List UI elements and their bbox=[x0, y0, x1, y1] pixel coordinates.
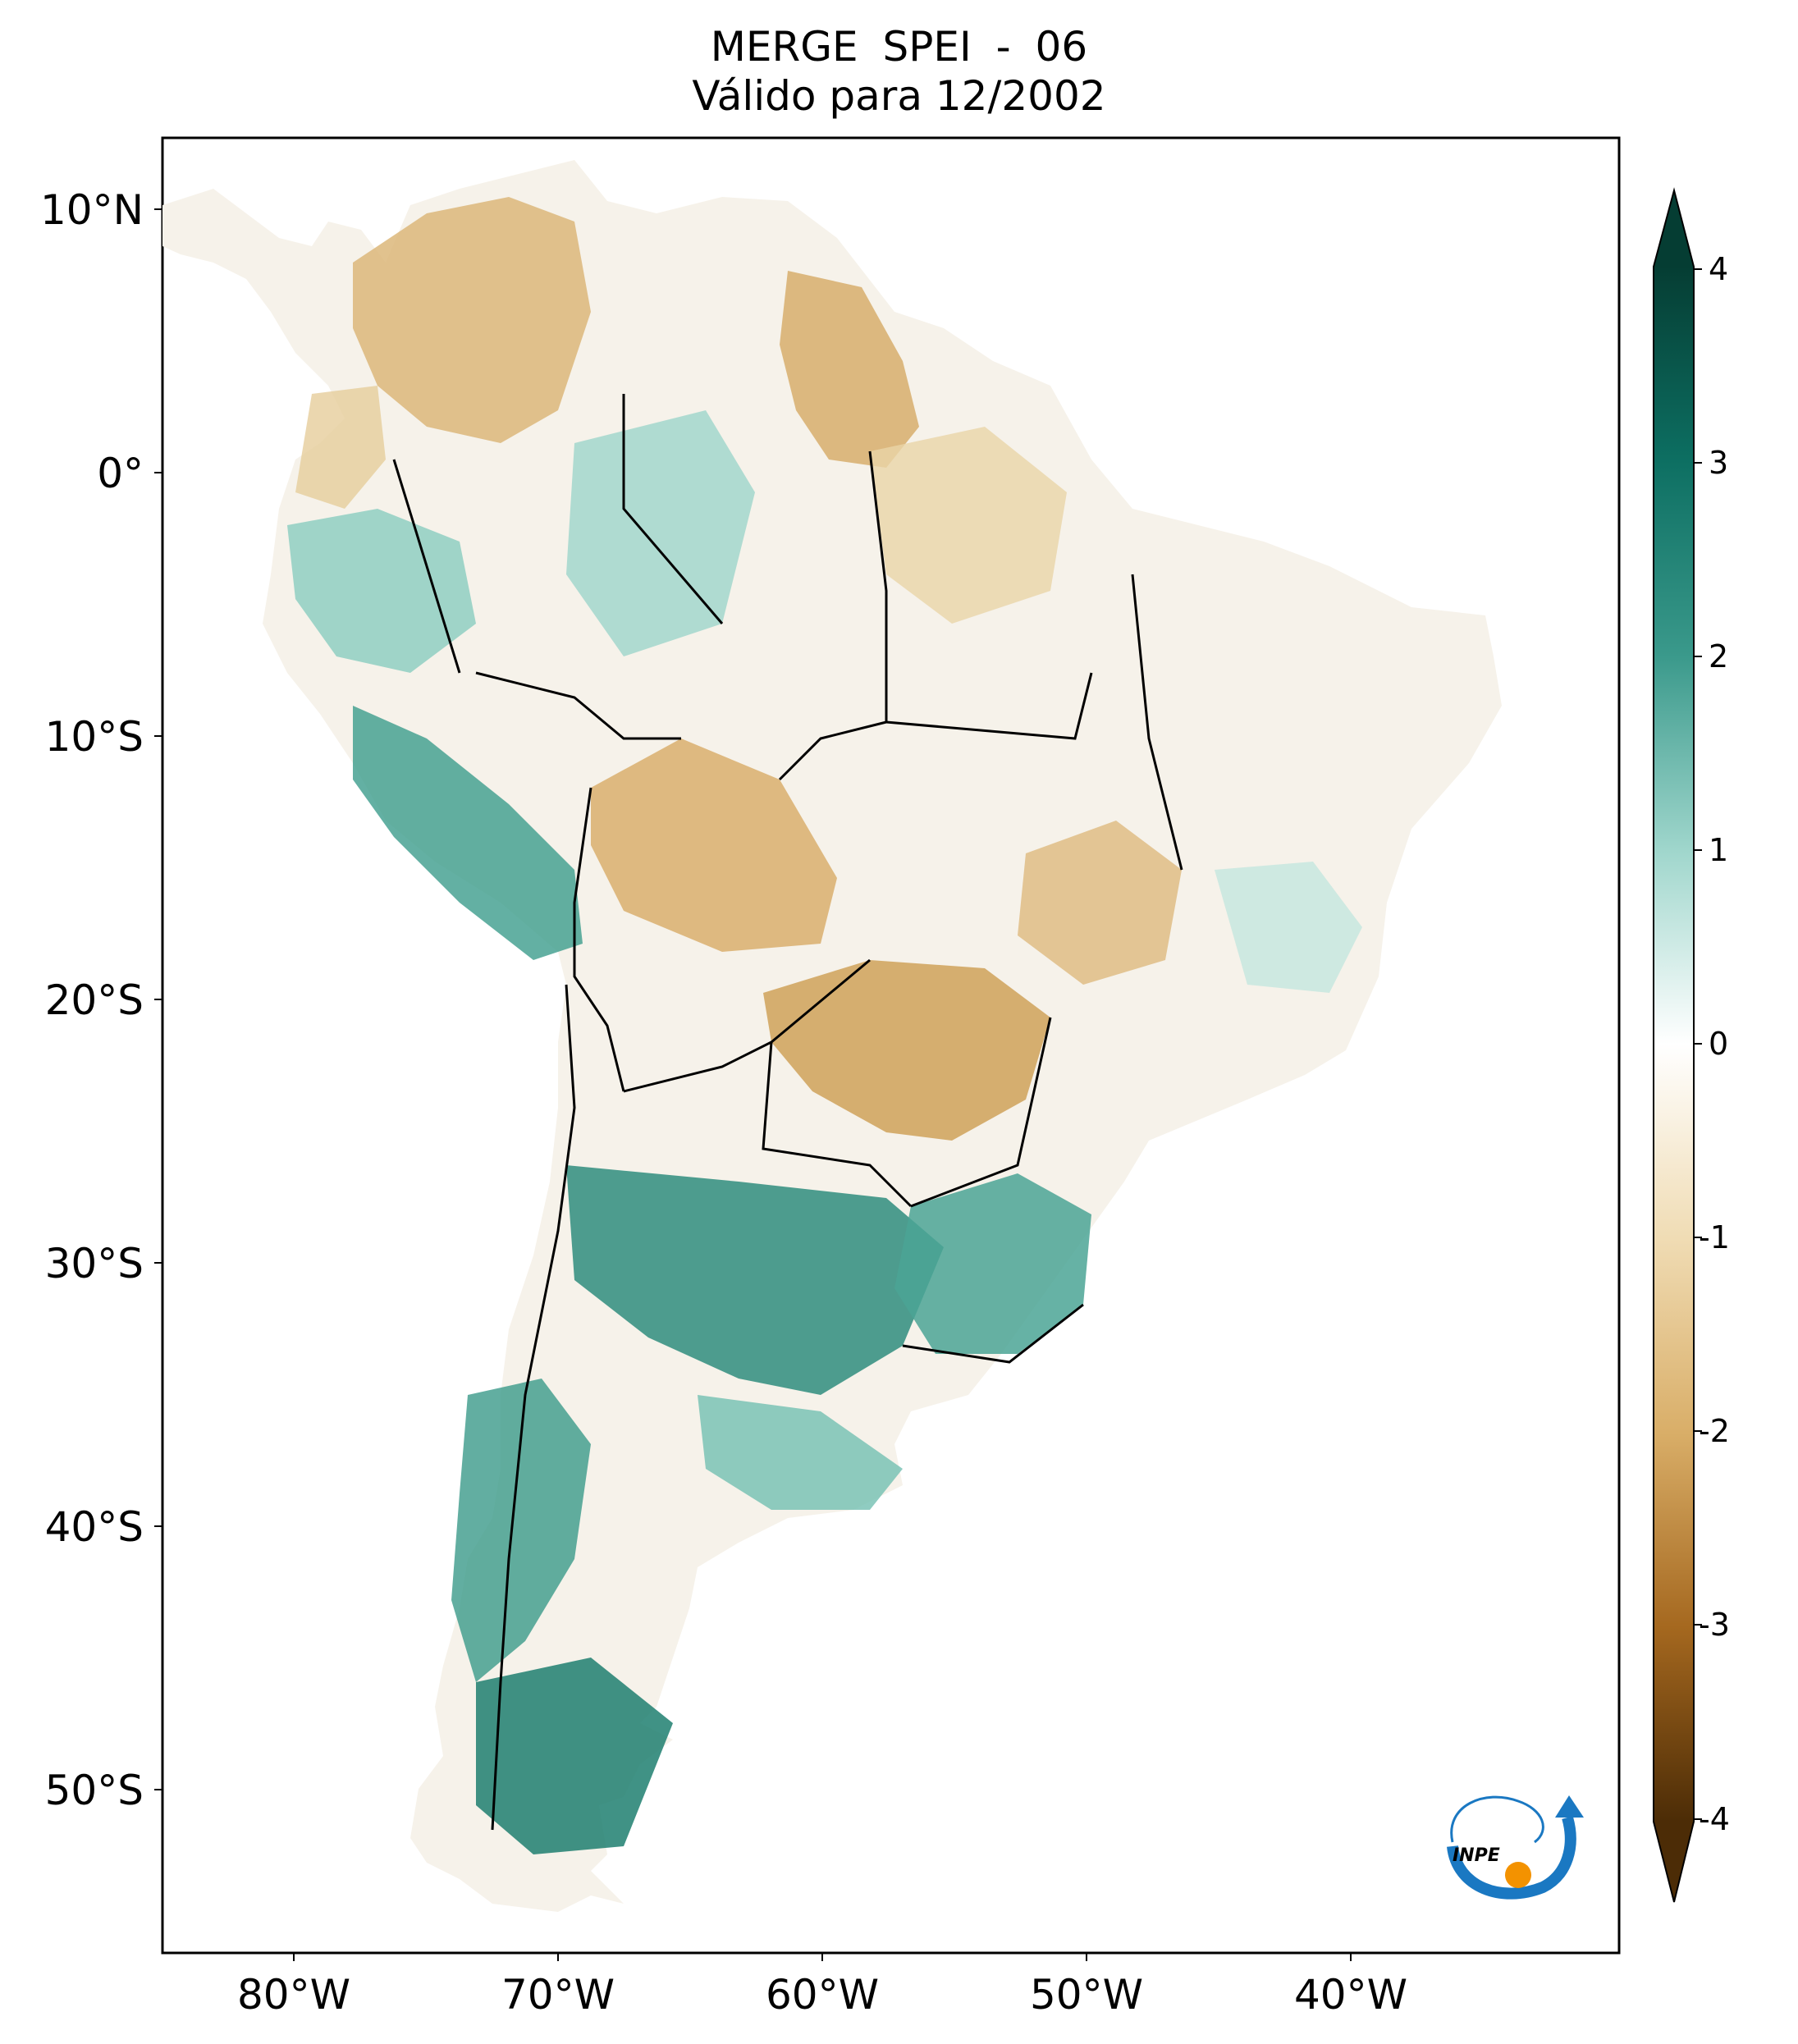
dry-region-guiana bbox=[780, 271, 919, 468]
dry-region-bolivia bbox=[591, 738, 837, 952]
map-subtitle: Válido para 12/2002 bbox=[692, 72, 1106, 120]
colorbar: 4 3 2 1 0 -1 -2 -3 -4 bbox=[1653, 187, 1730, 1903]
colorbar-min-arrow bbox=[1654, 1822, 1694, 1902]
wet-region-buenos-aires bbox=[698, 1395, 903, 1510]
wet-region-ecuador bbox=[287, 509, 476, 673]
colorbar-tick-label: -4 bbox=[1699, 1801, 1730, 1837]
country-borders bbox=[392, 394, 1183, 1831]
lon-tick-label: 40°W bbox=[1294, 1971, 1407, 2019]
lon-tick-label: 50°W bbox=[1030, 1971, 1143, 2019]
colorbar-max-arrow bbox=[1654, 190, 1694, 267]
wet-region-patagonia bbox=[476, 1658, 673, 1854]
dry-region-colombia bbox=[295, 386, 386, 509]
colorbar-tick-label: 3 bbox=[1709, 445, 1728, 481]
colorbar-tick-label: -2 bbox=[1699, 1413, 1730, 1449]
lat-tick-label: 50°S bbox=[45, 1767, 144, 1814]
dry-region-paraguay bbox=[763, 960, 1050, 1141]
colorbar-tick-label: 0 bbox=[1709, 1026, 1728, 1062]
map-title: MERGE SPEI - 06 bbox=[710, 23, 1088, 71]
inpe-logo-icon: INPE bbox=[1447, 1795, 1584, 1900]
lat-tick-label: 40°S bbox=[45, 1503, 144, 1551]
colorbar-tick-label: 4 bbox=[1709, 251, 1728, 287]
colorbar-tick-label: 1 bbox=[1709, 832, 1728, 868]
colorbar-gradient bbox=[1654, 267, 1694, 1822]
dry-region-amazon bbox=[870, 427, 1067, 624]
lat-tick-label: 10°N bbox=[40, 186, 144, 234]
lat-tick-label: 10°S bbox=[45, 713, 144, 761]
inpe-logo-text: INPE bbox=[1453, 1845, 1500, 1866]
lon-tick-label: 70°W bbox=[501, 1971, 615, 2019]
wet-region-argentina bbox=[566, 1165, 944, 1395]
lat-tick-label: 0° bbox=[97, 450, 144, 497]
south-america-map bbox=[162, 160, 1502, 1912]
wet-region-northeast bbox=[1215, 862, 1362, 993]
wet-region-rio-grande bbox=[894, 1173, 1091, 1354]
lon-tick-label: 80°W bbox=[237, 1971, 350, 2019]
lat-tick-label: 20°S bbox=[45, 976, 144, 1024]
lat-tick-label: 30°S bbox=[45, 1240, 144, 1287]
colorbar-tick-label: -1 bbox=[1699, 1219, 1730, 1255]
dry-region-venezuela bbox=[353, 197, 591, 443]
colorbar-tick-label: 2 bbox=[1709, 638, 1728, 674]
dry-region-goias bbox=[1018, 821, 1182, 985]
wet-region-chile bbox=[451, 1379, 591, 1682]
longitude-axis: 80°W 70°W 60°W 50°W 40°W bbox=[237, 1953, 1407, 2019]
wet-region-amazonas bbox=[566, 410, 755, 656]
lon-tick-label: 60°W bbox=[766, 1971, 879, 2019]
colorbar-tick-label: -3 bbox=[1699, 1607, 1730, 1643]
wet-region-peru bbox=[353, 706, 583, 960]
latitude-axis: 10°N 0° 10°S 20°S 30°S 40°S 50°S bbox=[40, 186, 162, 1814]
